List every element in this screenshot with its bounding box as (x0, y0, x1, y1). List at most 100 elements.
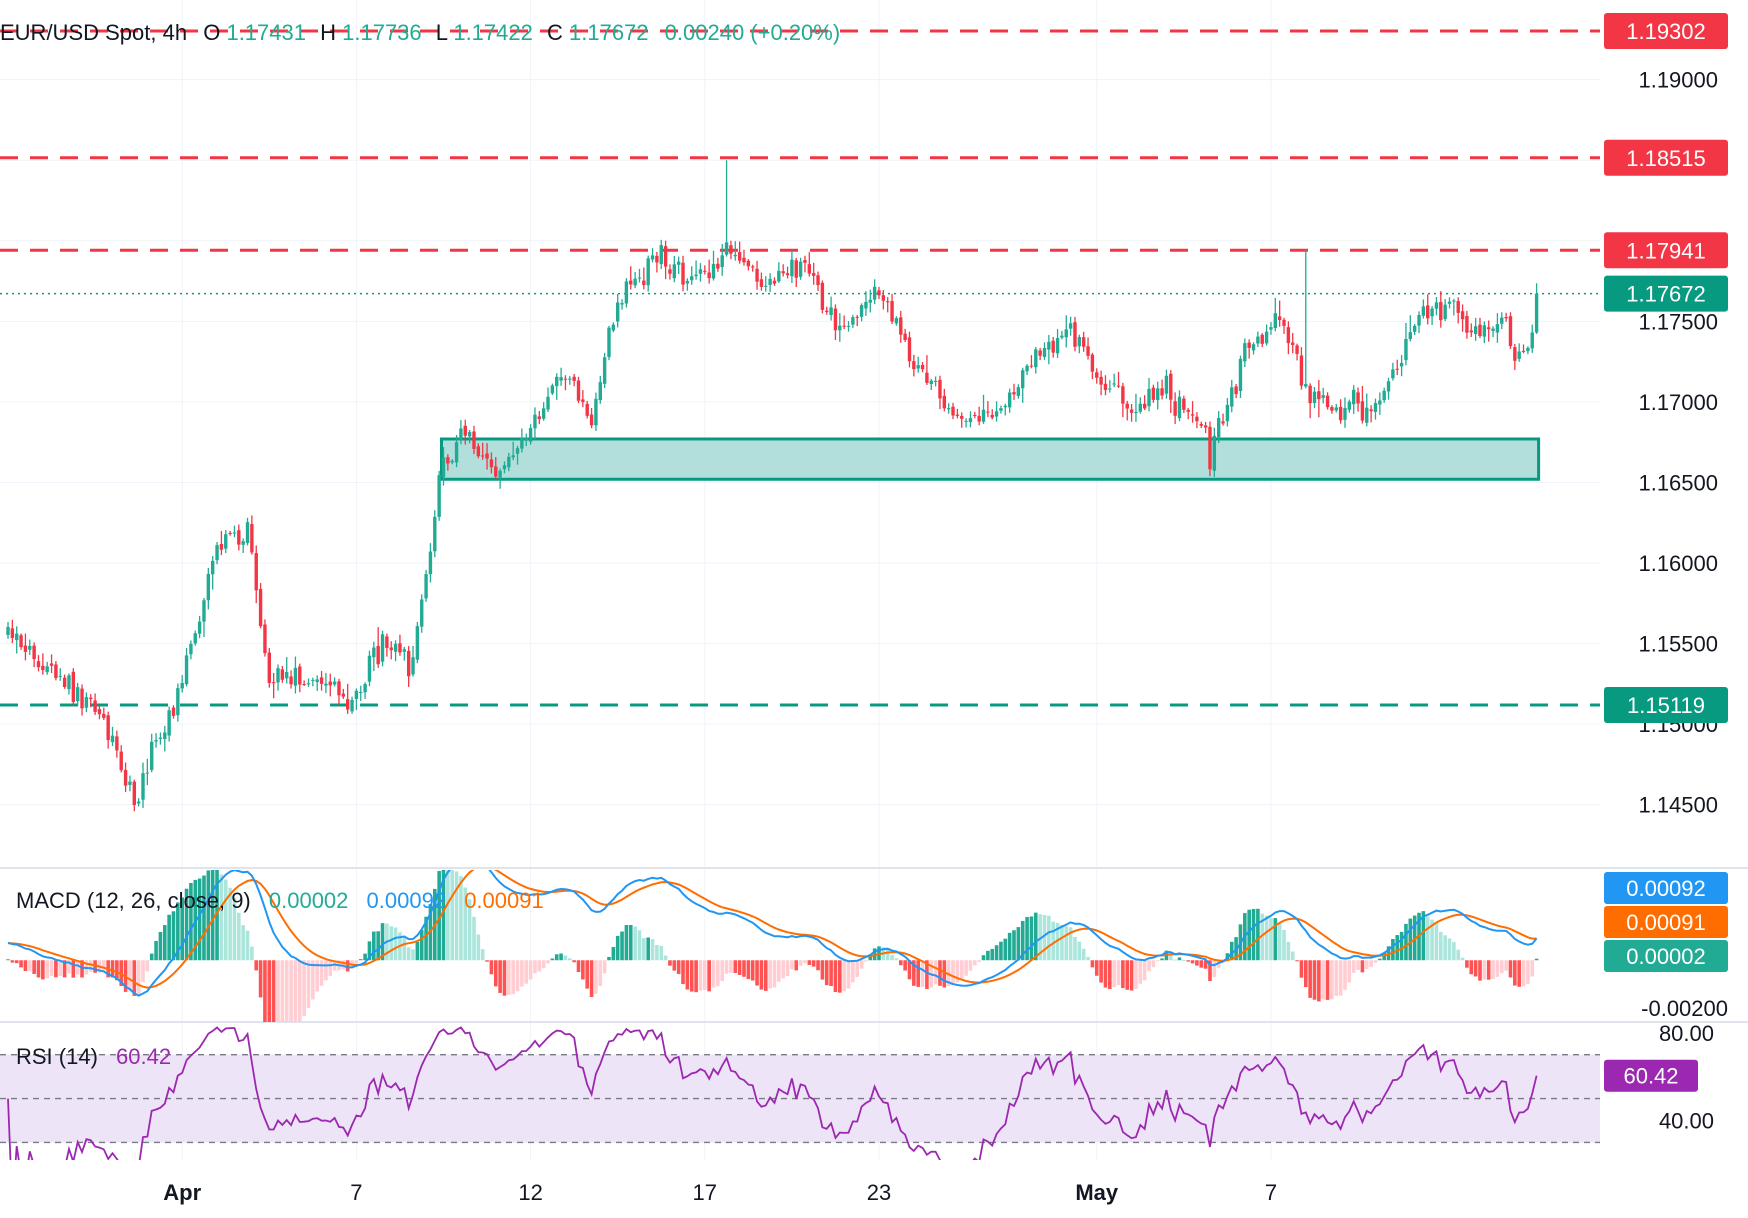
candle-body (720, 255, 724, 268)
candle (84, 692, 89, 713)
macd-hist-bar (885, 948, 890, 961)
candle-body (406, 650, 411, 677)
candle (1360, 386, 1365, 424)
macd-hist-bar (1434, 922, 1439, 961)
macd-hist-bar (1499, 960, 1504, 974)
candle-body (881, 295, 886, 301)
candle-body (433, 516, 437, 552)
macd-hist-bar (720, 960, 725, 981)
macd-hist-bar (838, 960, 842, 993)
macd-hist-bar (999, 941, 1003, 961)
macd-hist-bar (1168, 953, 1173, 961)
candle-body (877, 290, 881, 296)
candle-body (428, 551, 433, 575)
candle (1081, 331, 1086, 352)
candle-body (315, 679, 319, 683)
candle (110, 726, 115, 747)
high-value: 1.17736 (342, 20, 422, 45)
macd-hist-bar (554, 954, 559, 961)
candle (1508, 312, 1513, 350)
macd-hist-bar (1138, 960, 1143, 984)
candle (711, 250, 716, 281)
candle-body (1356, 392, 1360, 404)
macd-hist-bar (607, 956, 611, 961)
candle-body (1434, 302, 1439, 309)
candle (785, 266, 790, 279)
macd-hist-bar (27, 960, 32, 971)
macd-hist-bar (737, 960, 742, 975)
candle (594, 392, 598, 431)
candle (1016, 384, 1021, 399)
candle (1208, 421, 1212, 477)
macd-hist-bar (1521, 960, 1526, 987)
candle (189, 640, 193, 660)
macd-hist-bar (611, 946, 616, 961)
candle (707, 259, 711, 284)
candle-body (267, 652, 271, 683)
candle (93, 693, 97, 715)
macd-hist-bar (1482, 960, 1487, 980)
macd-hist-bar (1047, 915, 1051, 961)
macd-hist-bar (1452, 942, 1456, 961)
macd-hist-bar (250, 946, 254, 961)
candle-body (768, 278, 772, 285)
candle-body (1513, 347, 1517, 361)
candle-body (1378, 400, 1382, 405)
candle (990, 409, 994, 420)
candle-body (393, 643, 398, 652)
macd-hist-bar (763, 960, 768, 991)
candle-body (132, 781, 136, 806)
candle-body (659, 245, 663, 265)
macd-hist-bar (1534, 958, 1539, 961)
macd-hist-bar (1469, 960, 1474, 975)
candle (1134, 393, 1138, 422)
macd-hist-bar (184, 888, 189, 961)
candle-body (1064, 329, 1068, 338)
candle-body (163, 732, 167, 740)
macd-hist-bar (1325, 960, 1330, 1000)
candle (903, 328, 907, 343)
macd-hist-bar (1391, 939, 1395, 961)
candle (1439, 291, 1443, 328)
macd-hist-bar (959, 960, 964, 980)
macd-hist-bar (1216, 960, 1221, 968)
macd-hist-bar (1160, 958, 1164, 961)
candle (319, 670, 324, 691)
candle (298, 663, 302, 693)
macd-hist-bar (1290, 951, 1295, 961)
macd-hist-bar (424, 916, 428, 961)
macd-hist-bar (637, 930, 642, 961)
candle (1042, 342, 1047, 360)
symbol-label: EUR/USD Spot, 4h (0, 20, 187, 45)
candle-body (1469, 330, 1473, 333)
macd-hist-bar (1256, 908, 1260, 961)
candle-body (1047, 341, 1051, 350)
candle-body (524, 437, 528, 441)
candle-body (298, 666, 302, 685)
macd-hist-value: 0.00002 (269, 888, 349, 913)
macd-hist-bar (1282, 929, 1286, 961)
candle-body (794, 260, 798, 278)
candle (515, 445, 520, 465)
candle-body (1042, 348, 1047, 357)
macd-hist-bar (1199, 960, 1204, 968)
candle-body (84, 697, 89, 708)
macd-hist-bar (232, 897, 237, 961)
candle-body (476, 446, 481, 457)
candle-body (1051, 340, 1055, 353)
price-level-tag-bg (1604, 139, 1728, 176)
candle (1121, 382, 1125, 418)
candle (75, 682, 80, 706)
macd-hist-bar (1155, 960, 1160, 962)
candle (855, 315, 859, 327)
candle-body (45, 666, 49, 673)
candle (184, 648, 189, 687)
candle-body (790, 259, 794, 277)
macd-hist-bar (559, 953, 563, 961)
candle (650, 248, 655, 263)
candle-body (23, 645, 28, 652)
candle (999, 405, 1003, 414)
candle-body (1447, 301, 1452, 304)
candle (1273, 297, 1278, 332)
